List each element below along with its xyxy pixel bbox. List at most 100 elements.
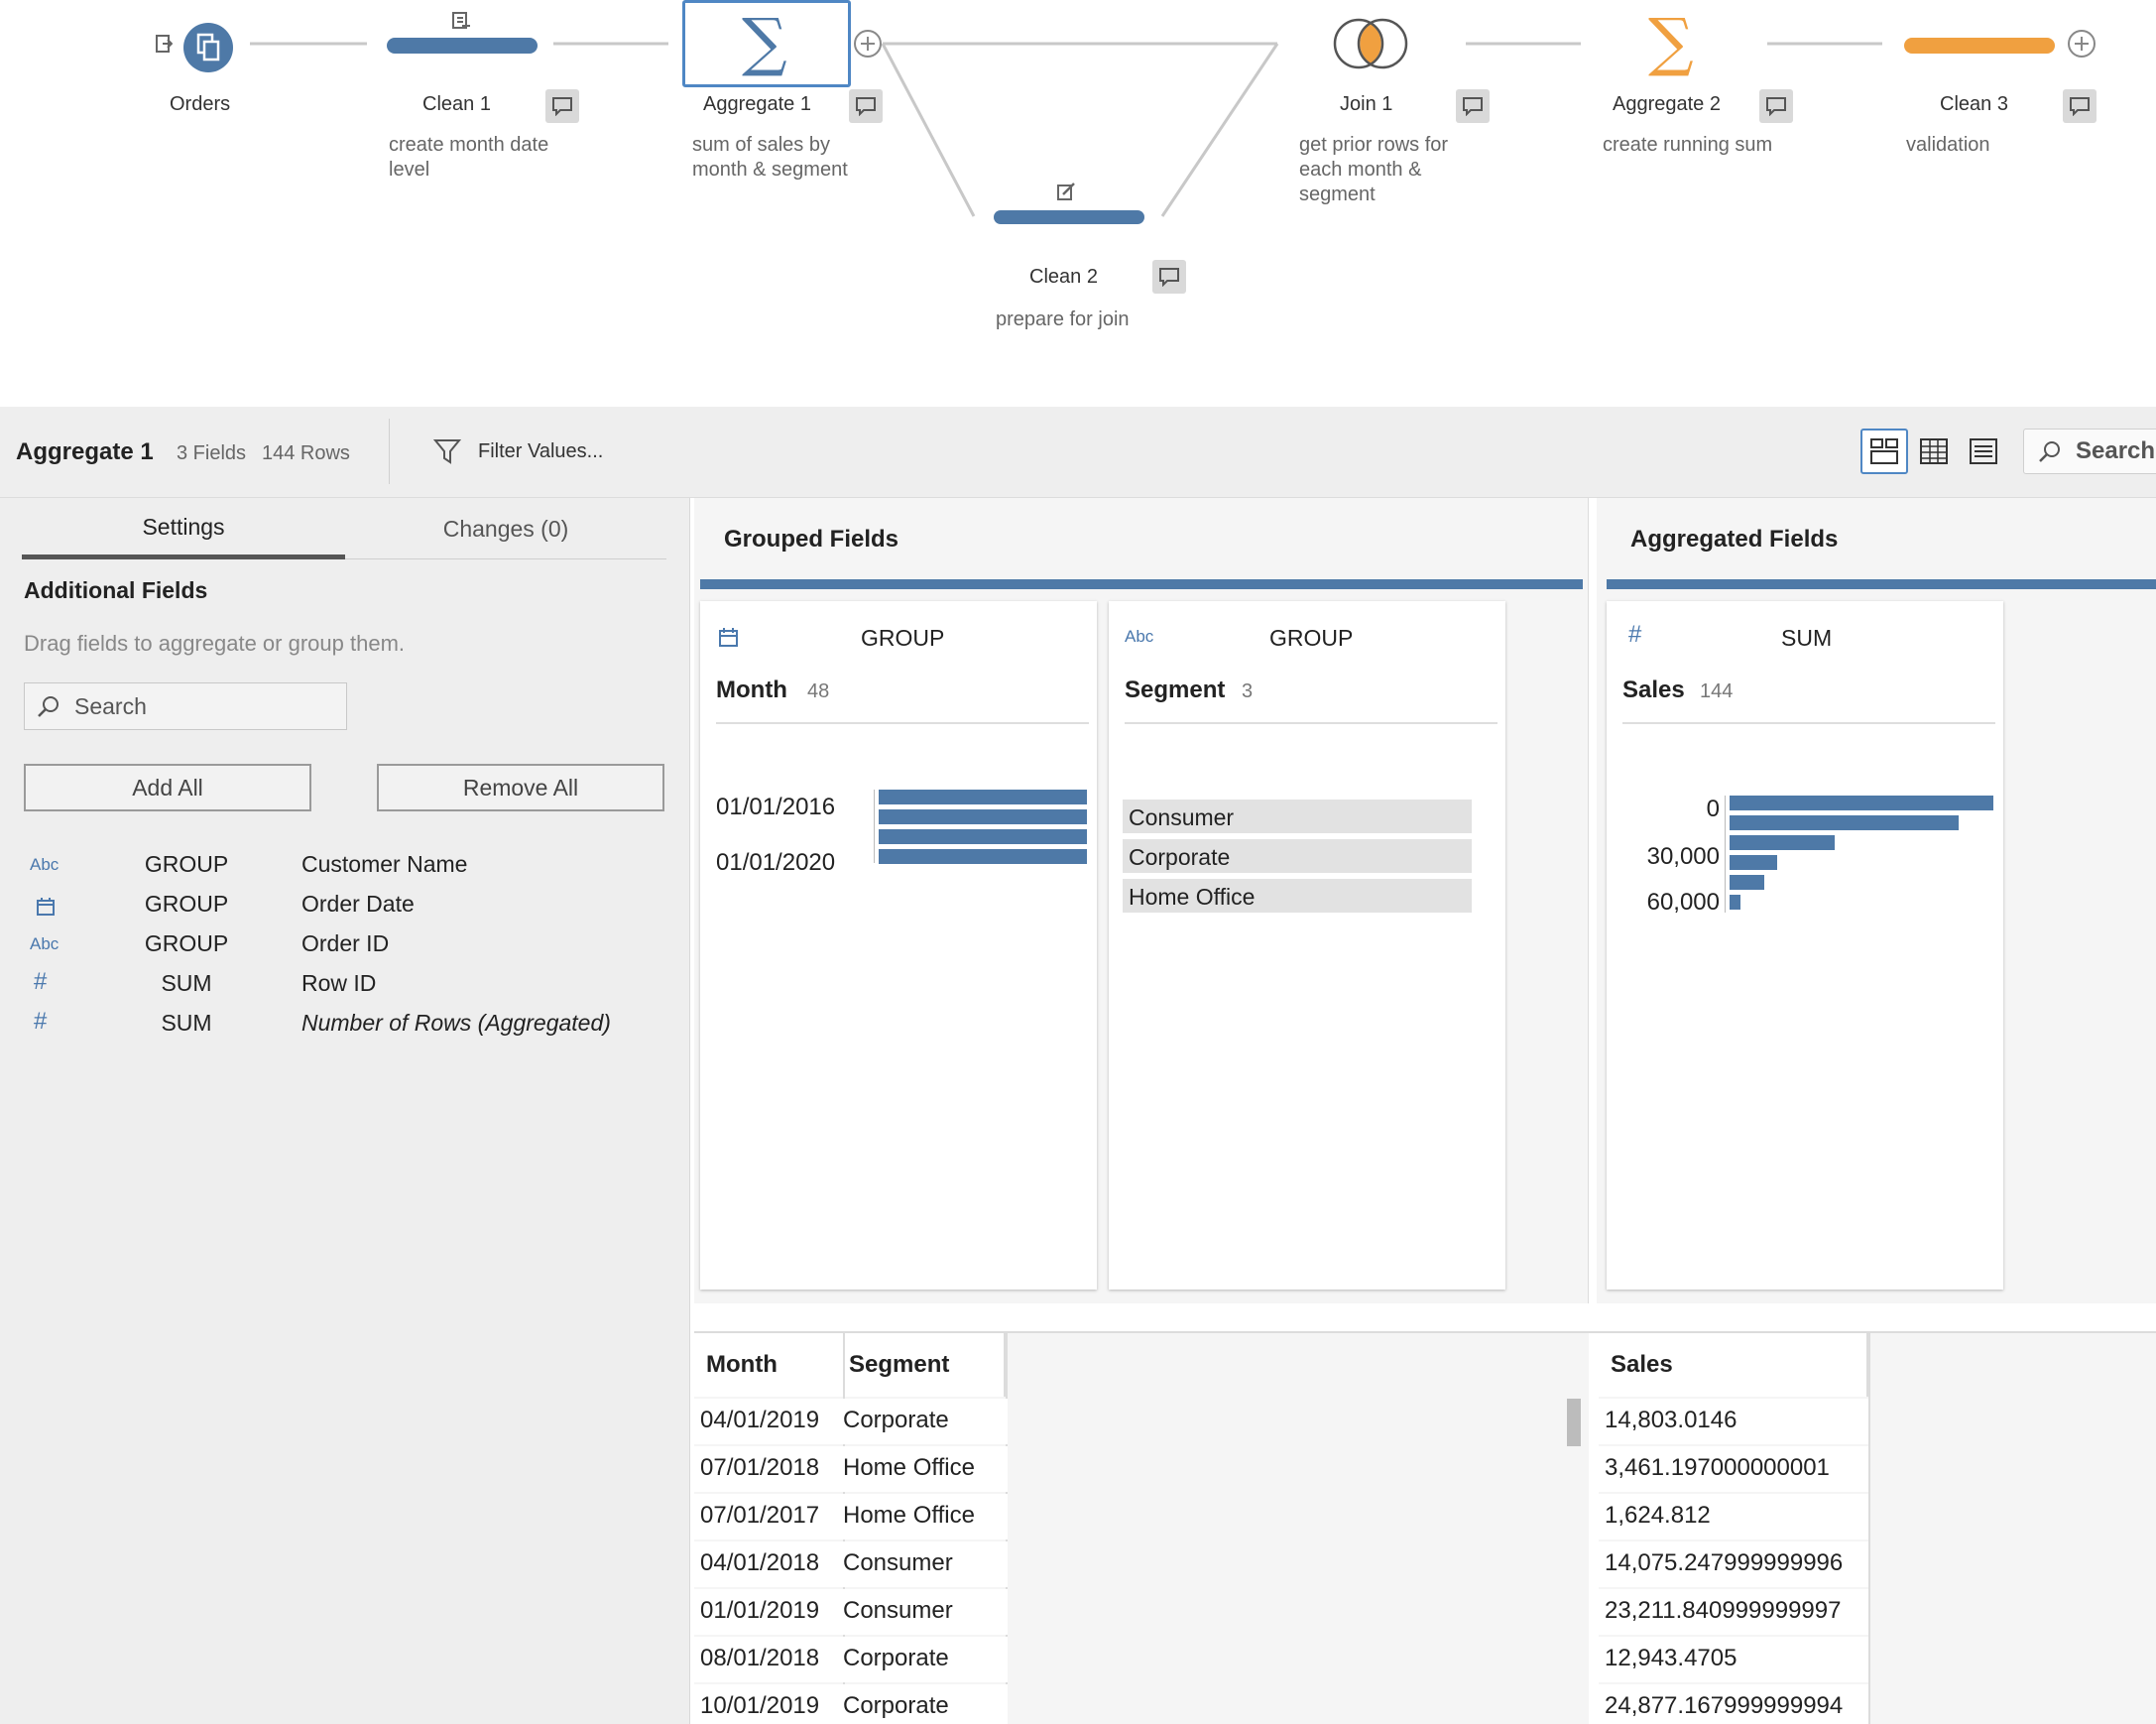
segment-field-card[interactable]: Abc GROUP Segment 3 Consumer Corporate H…	[1109, 601, 1505, 1290]
toolbar-search[interactable]: Search	[2023, 429, 2156, 474]
month-field-card[interactable]: GROUP Month 48 01/01/2016 01/01/2020	[700, 601, 1097, 1290]
field-row-customer-name[interactable]: Abc GROUP Customer Name	[0, 851, 684, 891]
field-row-number-of-rows[interactable]: # SUM Number of Rows (Aggregated)	[0, 1008, 684, 1049]
node-join-1[interactable]: Join 1 get prior rows for each month & s…	[1295, 10, 1494, 218]
table-cell[interactable]: 3,461.197000000001	[1605, 1454, 1830, 1481]
calendar-icon	[37, 898, 55, 916]
table-icon	[1920, 438, 1948, 464]
table-cell[interactable]: 12,943.4705	[1605, 1645, 1737, 1671]
table-cell[interactable]: 08/01/2018	[700, 1645, 820, 1671]
sales-tick-label: 0	[1706, 796, 1720, 822]
node-orders[interactable]: Orders	[149, 10, 268, 115]
join-1-comment-button[interactable]	[1456, 89, 1490, 123]
table-cell[interactable]: Consumer	[843, 1597, 953, 1624]
node-clean-1[interactable]: Clean 1 create month date level	[385, 10, 593, 188]
table-cell[interactable]: 23,211.840999999997	[1605, 1597, 1842, 1624]
aggregate-2-comment-button[interactable]	[1759, 89, 1793, 123]
table-view-button[interactable]	[1910, 429, 1958, 474]
table-cell[interactable]: 04/01/2018	[700, 1549, 820, 1576]
node-aggregate-2[interactable]: ∑ Aggregate 2 create running sum	[1597, 0, 1795, 169]
table-cell[interactable]: 04/01/2019	[700, 1407, 820, 1433]
table-row-bg	[694, 1684, 845, 1724]
node-clean-1-description: create month date level	[389, 134, 549, 181]
field-name: Order Date	[301, 891, 415, 917]
segment-value-consumer[interactable]: Consumer	[1123, 800, 1472, 833]
sales-histogram-bar[interactable]	[1730, 855, 1777, 870]
table-cell[interactable]: Corporate	[843, 1645, 949, 1671]
table-cell[interactable]: 1,624.812	[1605, 1502, 1711, 1529]
grid-header-bg	[1599, 1333, 1868, 1397]
toolbar-search-label: Search	[2076, 437, 2156, 464]
sales-histogram-bar[interactable]	[1730, 796, 1993, 810]
table-row-bg	[1599, 1494, 1868, 1539]
add-step-plus-icon[interactable]	[2067, 29, 2096, 59]
node-aggregate-1-label: Aggregate 1	[703, 93, 811, 115]
sales-histogram-bar[interactable]	[1730, 835, 1835, 850]
field-row-order-date[interactable]: GROUP Order Date	[0, 891, 684, 930]
sales-field-card[interactable]: # SUM Sales 144 0 30,000 60,000	[1607, 601, 2003, 1290]
field-name: Row ID	[301, 970, 377, 996]
sales-histogram-bar[interactable]	[1730, 815, 1959, 830]
settings-panel: Settings Changes (0) Additional Fields D…	[0, 498, 690, 1724]
month-histogram-bar[interactable]	[879, 849, 1087, 864]
month-histogram-bar[interactable]	[879, 809, 1087, 824]
profile-view-button[interactable]	[1860, 429, 1908, 474]
month-aggregation: GROUP	[861, 625, 945, 651]
month-tick-label: 01/01/2020	[716, 849, 836, 876]
node-clean-2-label: Clean 2	[1029, 266, 1098, 288]
card-divider	[1125, 722, 1497, 724]
sales-histogram-bar[interactable]	[1730, 875, 1764, 890]
table-cell[interactable]: 14,803.0146	[1605, 1407, 1737, 1433]
data-grid[interactable]: Month Segment Sales 04/01/2019 Corporate 14,8…	[0, 1333, 2156, 1724]
table-row-bg	[1599, 1637, 1868, 1682]
node-clean-3[interactable]: Clean 3 validation	[1898, 10, 2096, 169]
table-cell[interactable]: Home Office	[843, 1454, 975, 1481]
add-all-button[interactable]: Add All	[24, 764, 311, 811]
field-row-row-id[interactable]: # SUM Row ID	[0, 968, 684, 1010]
filter-values-button[interactable]: Filter Values...	[432, 436, 603, 466]
filter-values-label: Filter Values...	[478, 439, 604, 462]
table-cell[interactable]: Corporate	[843, 1407, 949, 1433]
node-join-1-description: get prior rows for each month & segment	[1299, 134, 1449, 205]
table-cell[interactable]: 10/01/2019	[700, 1692, 820, 1719]
clean-1-comment-button[interactable]	[545, 89, 579, 123]
table-cell[interactable]: Consumer	[843, 1549, 953, 1576]
add-step-plus-icon[interactable]	[853, 29, 883, 59]
tab-settings[interactable]: Settings	[22, 514, 345, 559]
grid-column-header[interactable]: Sales	[1611, 1351, 1673, 1378]
sales-histogram-bar[interactable]	[1730, 895, 1740, 910]
grid-separator	[694, 1331, 2156, 1333]
field-row-order-id[interactable]: Abc GROUP Order ID	[0, 930, 684, 970]
clean-2-comment-button[interactable]	[1152, 260, 1186, 294]
month-histogram-bar[interactable]	[879, 829, 1087, 844]
join-venn-icon	[1333, 18, 1408, 69]
table-cell[interactable]: 01/01/2019	[700, 1597, 820, 1624]
segment-value-corporate[interactable]: Corporate	[1123, 839, 1472, 873]
fields-search-input[interactable]: Search	[24, 682, 347, 730]
table-row-bg	[694, 1589, 845, 1635]
tab-changes[interactable]: Changes (0)	[345, 514, 666, 559]
segment-distinct-count: 3	[1242, 680, 1254, 702]
flow-canvas[interactable]: Orders Clean 1 create month date level ∑…	[0, 0, 2156, 407]
list-view-button[interactable]	[1960, 429, 2007, 474]
table-cell[interactable]: 24,877.167999999994	[1605, 1692, 1844, 1719]
table-cell[interactable]: 07/01/2018	[700, 1454, 820, 1481]
table-cell[interactable]: 07/01/2017	[700, 1502, 820, 1529]
clean-3-comment-button[interactable]	[2063, 89, 2096, 123]
node-orders-label: Orders	[170, 93, 231, 115]
node-aggregate-1-selection	[682, 0, 851, 87]
filter-icon	[432, 439, 462, 464]
remove-all-button[interactable]: Remove All	[377, 764, 664, 811]
grid-column-header[interactable]: Month	[706, 1351, 778, 1378]
aggregate-1-comment-button[interactable]	[849, 89, 883, 123]
node-aggregate-1[interactable]: ∑ Aggregate 1 sum of sales by month & se…	[680, 0, 879, 188]
month-histogram-bar[interactable]	[879, 790, 1087, 804]
table-cell[interactable]: 14,075.247999999996	[1605, 1549, 1844, 1576]
table-cell[interactable]: Home Office	[843, 1502, 975, 1529]
node-clean-2[interactable]: Clean 2 prepare for join	[988, 175, 1186, 343]
grid-column-header[interactable]: Segment	[849, 1351, 950, 1378]
segment-value-home-office[interactable]: Home Office	[1123, 879, 1472, 913]
table-cell[interactable]: Corporate	[843, 1692, 949, 1719]
comment-icon	[1463, 97, 1483, 116]
grid-scroll-thumb[interactable]	[1567, 1399, 1581, 1446]
